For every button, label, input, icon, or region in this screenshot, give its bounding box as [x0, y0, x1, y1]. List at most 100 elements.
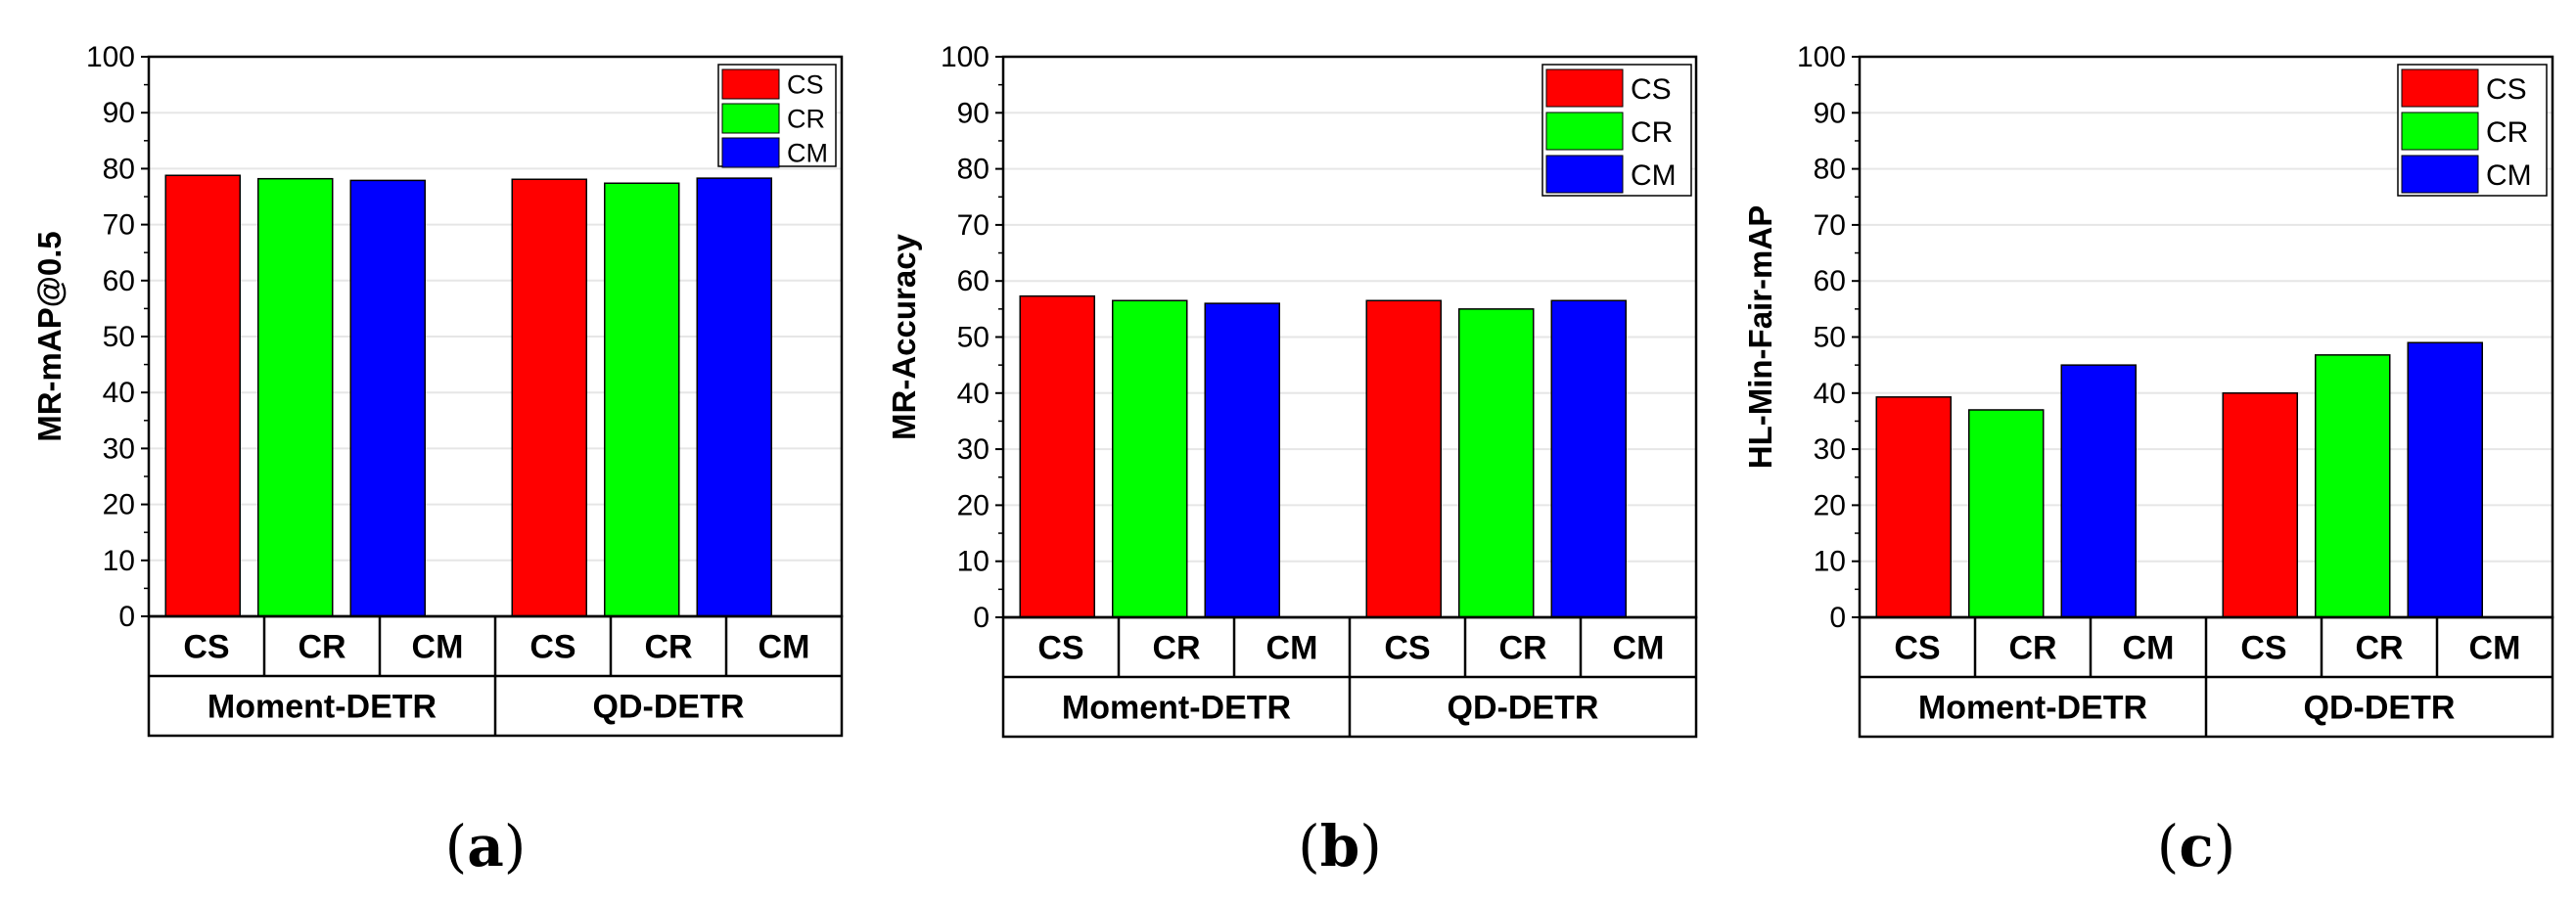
y-tick-label: 80	[957, 154, 989, 186]
bar-qd-detr-cs	[1365, 299, 1442, 618]
y-tick-label: 50	[103, 321, 135, 353]
panel-label: (a)	[445, 813, 527, 879]
bar-moment-detr-cs	[1875, 396, 1952, 618]
y-tick-label: 90	[957, 97, 989, 129]
panel-label: (c)	[2157, 813, 2236, 879]
y-tick-label: 10	[957, 546, 989, 578]
category-label: CM	[2123, 630, 2175, 667]
y-tick-label: 60	[1814, 265, 1846, 297]
legend-swatch-cs	[2401, 68, 2479, 108]
legend-label: CS	[1631, 73, 1672, 106]
category-label: CM	[759, 629, 810, 666]
bar-moment-detr-cs	[164, 174, 241, 617]
category-label: CS	[2240, 630, 2286, 667]
y-tick-label: 60	[103, 265, 135, 297]
category-label: CM	[1266, 630, 1318, 667]
y-tick-label: 40	[1814, 378, 1846, 410]
y-tick-label: 80	[1814, 154, 1846, 186]
category-label: CR	[1498, 630, 1546, 667]
y-tick-label: 30	[1814, 433, 1846, 466]
bar-moment-detr-cr	[257, 177, 334, 617]
y-tick-label: 100	[941, 41, 989, 73]
category-label: CR	[644, 629, 692, 666]
bar-moment-detr-cr	[1968, 409, 2045, 618]
y-axis-label: HL-Min-Fair-mAP	[1742, 205, 1778, 469]
y-tick-label: 40	[957, 378, 989, 410]
y-tick-label: 90	[1814, 97, 1846, 129]
bar-qd-detr-cr	[604, 182, 680, 617]
group-label: Moment-DETR	[207, 689, 437, 726]
y-tick-label: 0	[1829, 602, 1846, 634]
y-tick-label: 10	[103, 545, 135, 577]
y-tick-label: 90	[103, 97, 135, 129]
category-label: CR	[2008, 630, 2056, 667]
bar-qd-detr-cm	[1550, 299, 1627, 618]
panel-label: (b)	[1298, 813, 1382, 879]
legend: CS CR CM	[2397, 64, 2548, 197]
bar-qd-detr-cm	[696, 177, 772, 617]
legend-swatch-cr	[2401, 112, 2479, 151]
category-label: CM	[412, 629, 464, 666]
y-tick-label: 0	[973, 602, 989, 634]
y-axis-label: MR-Accuracy	[886, 233, 922, 440]
y-tick-label: 20	[957, 489, 989, 521]
bar-qd-detr-cs	[511, 178, 587, 617]
y-tick-label: 10	[1814, 546, 1846, 578]
legend-swatch-cs	[1545, 68, 1624, 108]
legend-swatch-cr	[721, 103, 780, 134]
category-label: CR	[298, 629, 345, 666]
y-tick-label: 0	[118, 601, 135, 633]
legend-label: CR	[1631, 116, 1673, 149]
category-label: CR	[1152, 630, 1200, 667]
category-label: CS	[529, 629, 575, 666]
chart-panel-a: 0 10 20 30 40 50 60 70 80 90 100 MR-mAP@0.5 CS CR CM Mo…	[31, 41, 844, 879]
bar-moment-detr-cm	[2060, 364, 2137, 618]
y-tick-label: 50	[957, 322, 989, 354]
group-label: Moment-DETR	[1062, 690, 1291, 727]
group-label: QD-DETR	[593, 689, 745, 726]
legend-swatch-cm	[2401, 155, 2479, 194]
y-tick-label: 30	[957, 433, 989, 466]
bar-qd-detr-cr	[2315, 354, 2391, 618]
category-label: CM	[2469, 630, 2521, 667]
bar-qd-detr-cm	[2407, 341, 2483, 618]
category-label: CS	[1384, 630, 1430, 667]
y-tick-label: 20	[103, 489, 135, 521]
bar-moment-detr-cm	[1204, 302, 1280, 618]
bar-moment-detr-cs	[1019, 294, 1095, 618]
y-tick-label: 60	[957, 265, 989, 297]
legend-swatch-cm	[1545, 155, 1624, 194]
legend-label: CM	[1631, 159, 1677, 192]
y-tick-label: 20	[1814, 489, 1846, 521]
category-label: CS	[183, 629, 229, 666]
category-label: CM	[1613, 630, 1665, 667]
y-tick-label: 70	[957, 209, 989, 242]
legend: CS CR CM	[717, 64, 837, 168]
group-label: Moment-DETR	[1918, 690, 2147, 727]
chart-panel-b: 0 10 20 30 40 50 60 70 80 90 100 MR-Accuracy CS CR CM M…	[886, 41, 1698, 879]
legend-label: CR	[2486, 116, 2528, 149]
y-tick-label: 70	[1814, 209, 1846, 242]
y-tick-label: 80	[103, 153, 135, 185]
y-tick-label: 100	[86, 41, 135, 73]
y-tick-label: 30	[103, 432, 135, 465]
category-label: CR	[2355, 630, 2403, 667]
y-axis-label: MR-mAP@0.5	[31, 231, 68, 442]
category-label: CS	[1037, 630, 1083, 667]
legend-swatch-cs	[721, 68, 780, 100]
bar-qd-detr-cr	[1458, 308, 1535, 618]
legend-swatch-cr	[1545, 112, 1624, 151]
y-tick-label: 40	[103, 377, 135, 409]
legend: CS CR CM	[1541, 64, 1692, 197]
legend-label: CM	[787, 139, 828, 168]
bar-qd-detr-cs	[2222, 392, 2298, 618]
legend-label: CS	[2486, 73, 2527, 106]
legend-label: CM	[2486, 159, 2532, 192]
bar-moment-detr-cr	[1112, 299, 1188, 618]
y-tick-label: 70	[103, 209, 135, 242]
category-label: CS	[1894, 630, 1940, 667]
y-tick-label: 50	[1814, 322, 1846, 354]
bar-moment-detr-cm	[349, 179, 426, 617]
